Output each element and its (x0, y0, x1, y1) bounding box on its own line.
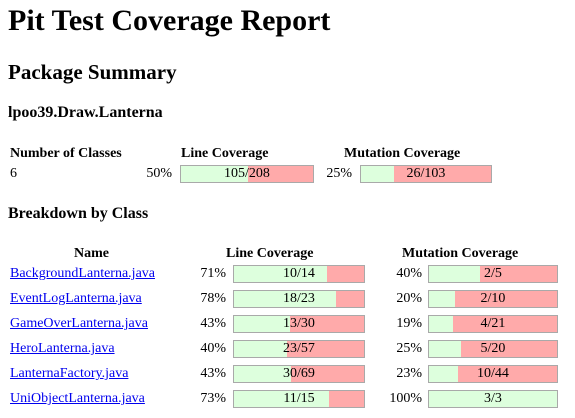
summary-mutation-coverage-label: 26/103 (406, 166, 446, 181)
line-coverage-fill (234, 391, 330, 407)
line-percent: 40% (200, 341, 226, 356)
line-coverage-bar: 18/23 (233, 290, 365, 308)
line-coverage-fill (234, 266, 327, 282)
breakdown-heading: Breakdown by Class (8, 205, 149, 222)
line-coverage-fill (234, 316, 291, 332)
header-mutation-coverage: Mutation Coverage (344, 146, 461, 161)
class-link[interactable]: HeroLanterna.java (10, 341, 115, 356)
header-mutation-coverage: Mutation Coverage (402, 246, 519, 261)
page-title: Pit Test Coverage Report (8, 4, 331, 37)
mutation-coverage-fill (429, 266, 481, 282)
line-coverage-label: 11/15 (283, 391, 315, 406)
summary-mutation-coverage-bar: 26/103 (360, 165, 492, 183)
mutation-coverage-bar: 3/3 (428, 390, 558, 408)
summary-line-coverage-bar: 105/208 (180, 165, 314, 183)
class-link[interactable]: EventLogLanterna.java (10, 291, 142, 306)
mutation-coverage-label: 4/21 (480, 316, 506, 331)
summary-mutation-percent: 25% (326, 166, 352, 181)
mutation-coverage-label: 3/3 (484, 391, 502, 406)
class-link[interactable]: BackgroundLanterna.java (10, 266, 155, 281)
line-coverage-label: 13/30 (283, 316, 315, 331)
header-line-coverage: Line Coverage (226, 246, 314, 261)
line-percent: 71% (200, 266, 226, 281)
line-coverage-bar: 10/14 (233, 265, 365, 283)
mutation-coverage-fill (429, 366, 459, 382)
header-number-of-classes: Number of Classes (10, 146, 122, 161)
line-coverage-fill (234, 341, 287, 357)
mutation-percent: 23% (396, 366, 422, 381)
class-link[interactable]: LanternaFactory.java (10, 366, 129, 381)
line-percent: 73% (200, 391, 226, 406)
line-coverage-bar: 30/69 (233, 365, 365, 383)
mutation-coverage-bar: 10/44 (428, 365, 558, 383)
summary-line-coverage-fill (181, 166, 248, 182)
line-coverage-label: 10/14 (283, 266, 315, 281)
mutation-coverage-fill (429, 341, 461, 357)
mutation-coverage-fill (429, 391, 557, 407)
line-coverage-bar: 11/15 (233, 390, 365, 408)
summary-mutation-coverage-fill (361, 166, 394, 182)
line-coverage-label: 23/57 (283, 341, 315, 356)
line-percent: 43% (200, 316, 226, 331)
mutation-percent: 20% (396, 291, 422, 306)
line-coverage-label: 18/23 (283, 291, 315, 306)
line-percent: 78% (200, 291, 226, 306)
mutation-percent: 19% (396, 316, 422, 331)
line-coverage-fill (234, 291, 336, 307)
line-coverage-bar: 13/30 (233, 315, 365, 333)
package-name: lpoo39.Draw.Lanterna (8, 104, 163, 121)
mutation-percent: 100% (389, 391, 422, 406)
summary-line-percent: 50% (146, 166, 172, 181)
class-link[interactable]: UniObjectLanterna.java (10, 391, 145, 406)
summary-line-coverage-label: 105/208 (224, 166, 270, 181)
line-coverage-label: 30/69 (283, 366, 315, 381)
mutation-coverage-label: 10/44 (477, 366, 509, 381)
line-coverage-fill (234, 366, 291, 382)
mutation-coverage-bar: 5/20 (428, 340, 558, 358)
line-percent: 43% (200, 366, 226, 381)
mutation-coverage-fill (429, 316, 454, 332)
mutation-coverage-label: 5/20 (480, 341, 506, 356)
header-name: Name (74, 246, 109, 261)
mutation-coverage-bar: 2/5 (428, 265, 558, 283)
mutation-percent: 25% (396, 341, 422, 356)
class-link[interactable]: GameOverLanterna.java (10, 316, 148, 331)
header-line-coverage: Line Coverage (181, 146, 269, 161)
mutation-coverage-label: 2/5 (484, 266, 502, 281)
mutation-percent: 40% (396, 266, 422, 281)
mutation-coverage-fill (429, 291, 455, 307)
mutation-coverage-bar: 4/21 (428, 315, 558, 333)
number-of-classes-value: 6 (10, 166, 17, 181)
mutation-coverage-bar: 2/10 (428, 290, 558, 308)
mutation-coverage-label: 2/10 (480, 291, 506, 306)
line-coverage-bar: 23/57 (233, 340, 365, 358)
package-summary-heading: Package Summary (8, 60, 177, 84)
